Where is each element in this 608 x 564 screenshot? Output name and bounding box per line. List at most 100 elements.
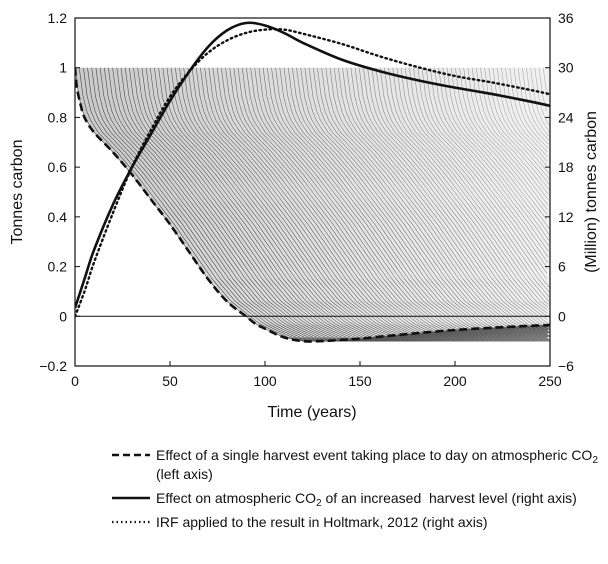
legend-swatch-solid — [112, 496, 150, 500]
legend-item-dotted: IRF applied to the result in Holtmark, 2… — [112, 513, 602, 532]
harvest-curve — [158, 67, 550, 342]
harvest-curve — [455, 67, 547, 220]
harvest-curve — [333, 67, 548, 339]
harvest-curve — [279, 67, 550, 342]
harvest-curve — [396, 67, 550, 302]
y-left-tick-label: 0.2 — [48, 259, 68, 275]
harvest-curve — [513, 67, 549, 149]
harvest-curve — [459, 67, 548, 215]
harvest-curve — [542, 67, 548, 97]
harvest-curve — [476, 67, 549, 195]
y-right-tick-label: −6 — [558, 358, 574, 374]
harvest-curve — [417, 67, 548, 274]
harvest-curve — [467, 67, 548, 205]
harvest-curve — [363, 67, 550, 327]
legend: Effect of a single harvest event taking … — [112, 446, 602, 537]
harvest-curve — [388, 67, 549, 308]
harvest-curve — [149, 67, 550, 342]
chart-svg: 0 50 100 150 200 250 −0.200.20.40.60.811.2 −6… — [9, 10, 600, 421]
harvest-curve — [534, 67, 550, 127]
harvest-curve — [425, 67, 548, 263]
harvest-curve — [371, 67, 547, 320]
harvest-curve — [300, 67, 548, 342]
y-right-tick-label: 18 — [558, 159, 574, 175]
harvest-curve — [384, 67, 548, 311]
legend-text: Effect on atmospheric CO2 of an increase… — [156, 490, 577, 509]
harvest-curve — [442, 67, 550, 241]
harvest-curve — [409, 67, 550, 289]
harvest-curve — [350, 67, 549, 333]
harvest-curve — [492, 67, 550, 175]
harvest-curve — [283, 67, 550, 342]
harvest-curve — [354, 67, 550, 331]
harvest-curve — [116, 67, 550, 342]
harvest-curve — [124, 67, 548, 342]
band-fill — [75, 67, 550, 342]
y-right-tick-label: 30 — [558, 60, 574, 76]
y-left-tick-label: 0.4 — [48, 209, 68, 225]
harvest-curve — [287, 67, 547, 342]
y-right-tick-label: 6 — [558, 259, 566, 275]
legend-item-dashed: Effect of a single harvest event taking … — [112, 446, 602, 484]
harvest-curve — [308, 67, 549, 342]
x-axis: 0 50 100 150 200 250 — [71, 361, 562, 389]
x-tick-label: 250 — [538, 373, 562, 389]
y-right-tick-label: 12 — [558, 209, 574, 225]
harvest-curve — [430, 67, 549, 258]
harvest-curve — [154, 67, 550, 342]
y-right-tick-label: 24 — [558, 109, 574, 125]
y-left-tick-label: 0.6 — [48, 159, 68, 175]
harvest-curve — [317, 67, 550, 342]
harvest-curve — [304, 67, 549, 342]
harvest-curve — [120, 67, 547, 342]
harvest-curve — [471, 67, 549, 200]
harvest-curve — [275, 67, 550, 342]
harvest-curve — [162, 67, 547, 342]
legend-text: Effect of a single harvest event taking … — [156, 447, 602, 482]
harvest-curve — [292, 67, 548, 342]
y-right-tick-label: 0 — [558, 308, 566, 324]
harvest-curve — [488, 67, 550, 180]
harvest-curve — [321, 67, 550, 342]
harvest-curve — [400, 67, 550, 298]
harvest-curve — [170, 67, 548, 342]
harvest-curve — [329, 67, 547, 340]
harvest-curve — [421, 67, 548, 269]
plot-frame — [74, 17, 551, 367]
harvest-curve — [438, 67, 550, 247]
left-y-axis-label: Tonnes carbon — [9, 140, 26, 245]
series-line-dashed — [75, 67, 550, 343]
harvest-curve — [501, 67, 548, 162]
harvest-curve — [375, 67, 548, 317]
x-tick-label: 100 — [253, 373, 277, 389]
left-y-axis: −0.2 0 0.2 0.4 0.6 0.8 1 1.2 — [39, 10, 80, 374]
harvest-curve — [166, 67, 548, 342]
series-line-dotted — [75, 27, 550, 318]
harvest-curve — [484, 67, 550, 185]
harvest-curve — [509, 67, 548, 153]
x-tick-label: 200 — [443, 373, 467, 389]
y-left-tick-label: 1.2 — [48, 10, 68, 26]
x-tick-label: 50 — [162, 373, 178, 389]
series-lines — [75, 21, 550, 343]
harvest-curve — [145, 67, 549, 342]
harvest-curve — [463, 67, 548, 210]
y-left-tick-label: 0.8 — [48, 109, 68, 125]
harvest-curve — [346, 67, 549, 335]
legend-item-solid: Effect on atmospheric CO2 of an increase… — [112, 489, 602, 509]
legend-text: IRF applied to the result in Holtmark, 2… — [156, 514, 488, 530]
x-axis-label: Time (years) — [267, 404, 356, 421]
right-y-axis-label: (Million) tonnes carbon — [583, 111, 600, 273]
y-left-tick-label: −0.2 — [39, 358, 67, 374]
harvest-curve — [404, 67, 550, 293]
harvest-curve — [505, 67, 548, 157]
harvest-curves-band — [75, 67, 550, 342]
harvest-curve — [538, 67, 547, 112]
x-tick-label: 150 — [348, 373, 372, 389]
y-left-tick-label: 1 — [59, 60, 67, 76]
harvest-curve — [392, 67, 549, 305]
harvest-curve — [480, 67, 550, 190]
harvest-curve — [338, 67, 548, 338]
harvest-curve — [522, 67, 550, 141]
harvest-curve — [450, 67, 550, 230]
